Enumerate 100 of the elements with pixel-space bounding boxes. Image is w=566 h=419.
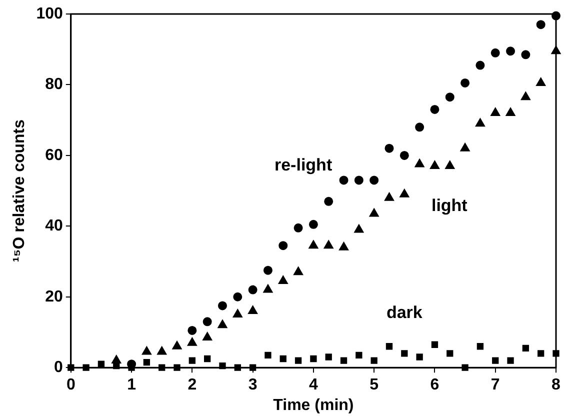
y-tick-label: 80: [45, 76, 63, 94]
y-tick-label: 0: [54, 359, 63, 376]
point: [356, 352, 362, 359]
point: [98, 360, 105, 368]
point: [445, 160, 455, 170]
point: [354, 176, 364, 185]
point: [370, 176, 379, 185]
point: [446, 350, 454, 357]
point: [202, 332, 212, 341]
point: [492, 357, 499, 364]
x-tick-label: 4: [308, 376, 318, 394]
point: [536, 77, 546, 86]
x-axis-title: Time (min): [273, 396, 354, 414]
point: [445, 92, 454, 102]
point: [308, 240, 318, 249]
point: [280, 355, 286, 362]
point: [400, 150, 409, 160]
x-tick-label: 1: [127, 376, 136, 394]
y-tick-label: 20: [45, 288, 63, 306]
point: [143, 358, 150, 366]
point: [431, 341, 438, 348]
point: [174, 364, 180, 371]
point: [188, 326, 197, 335]
point: [204, 355, 211, 362]
point: [248, 285, 258, 294]
y-tick-label: 60: [45, 146, 63, 164]
point: [263, 266, 272, 275]
point: [339, 176, 348, 185]
point: [476, 343, 484, 350]
point: [338, 242, 349, 250]
point: [536, 20, 546, 30]
point: [507, 357, 514, 364]
point: [324, 196, 334, 206]
series-label: dark: [386, 303, 423, 322]
point: [310, 355, 317, 362]
point: [293, 266, 304, 276]
x-tick-label: 7: [490, 376, 500, 394]
point: [416, 354, 423, 360]
point: [308, 220, 318, 229]
point: [552, 11, 560, 20]
point: [369, 208, 379, 217]
point: [522, 344, 530, 352]
x-tick-label: 5: [370, 376, 379, 394]
point: [278, 275, 288, 284]
point: [202, 317, 212, 326]
point: [340, 357, 348, 364]
point: [354, 224, 364, 233]
point: [520, 92, 531, 100]
point: [142, 346, 152, 355]
point: [218, 301, 227, 310]
point: [263, 284, 273, 293]
point: [400, 188, 410, 198]
point: [294, 357, 302, 364]
point: [462, 364, 468, 371]
point: [188, 357, 196, 364]
x-tick-label: 6: [430, 376, 440, 394]
point: [551, 46, 561, 54]
point: [218, 320, 228, 328]
point: [460, 142, 470, 152]
point: [430, 104, 440, 114]
point: [521, 50, 530, 60]
point: [552, 350, 560, 357]
point: [460, 78, 470, 88]
point: [538, 350, 544, 357]
point: [264, 352, 272, 359]
point: [219, 362, 226, 370]
series-label: light: [431, 196, 468, 216]
y-tick-label: 40: [45, 218, 63, 235]
point: [386, 343, 393, 350]
point: [415, 122, 424, 132]
point: [278, 241, 288, 250]
x-tick-label: 8: [552, 376, 561, 394]
x-tick-label: 0: [66, 376, 76, 394]
point: [232, 309, 242, 318]
point: [324, 240, 334, 249]
series-label: re-light: [274, 156, 332, 175]
point: [384, 192, 394, 201]
point: [401, 350, 408, 357]
point: [490, 48, 500, 58]
x-tick-label: 2: [188, 376, 197, 394]
point: [233, 292, 242, 302]
point: [430, 160, 440, 170]
point: [475, 118, 486, 127]
point: [249, 364, 256, 371]
point: [384, 144, 394, 153]
point: [506, 46, 516, 56]
point: [68, 364, 74, 371]
point: [248, 306, 258, 314]
point: [234, 364, 241, 371]
x-tick-label: 3: [248, 376, 258, 394]
point: [172, 340, 182, 350]
point: [370, 357, 378, 364]
point: [157, 346, 167, 355]
point: [414, 158, 424, 168]
point: [506, 108, 516, 116]
point: [187, 337, 197, 346]
point: [325, 354, 332, 360]
point: [82, 364, 90, 371]
point: [113, 362, 120, 370]
y-tick-label: 100: [36, 5, 63, 22]
